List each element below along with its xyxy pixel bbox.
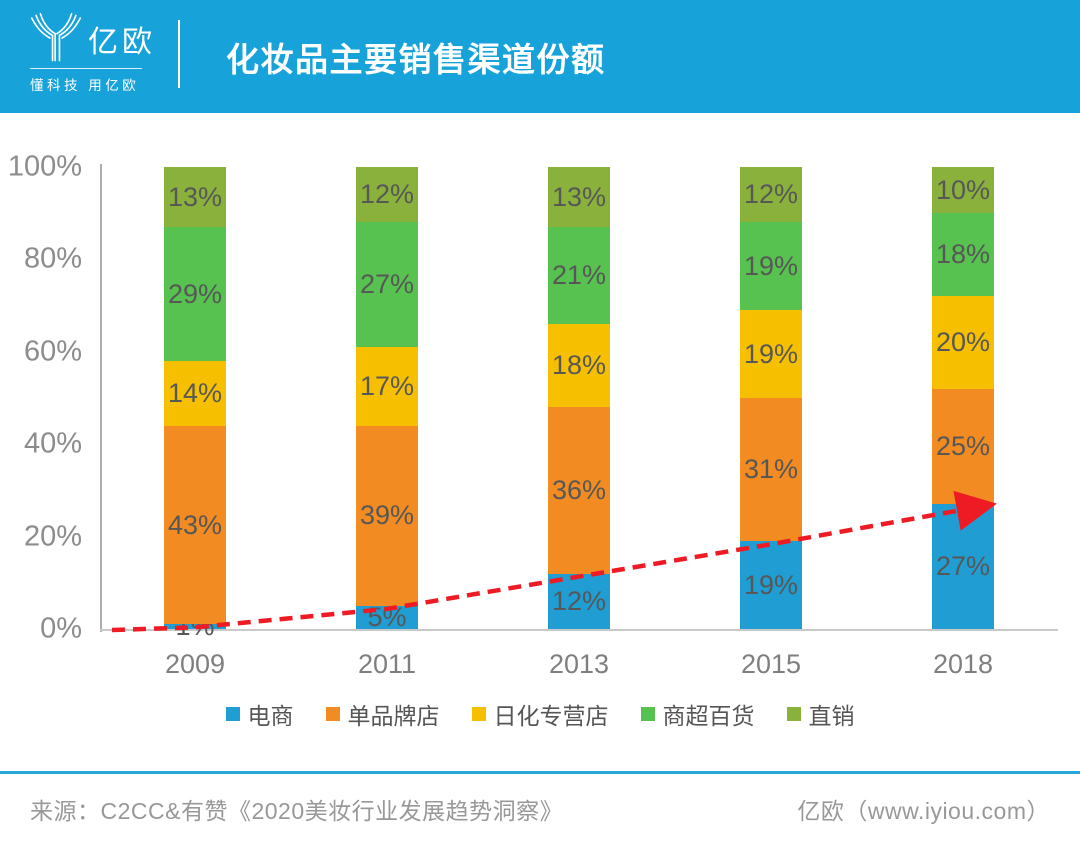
x-axis-tick-label: 2013 [548, 649, 610, 679]
bar-segment-直销: 12% [740, 167, 802, 223]
y-axis-tick-label: 20% [23, 520, 82, 553]
bar-segment-直销: 10% [932, 167, 994, 214]
legend-swatch [471, 707, 486, 721]
bar-value-label: 31% [743, 454, 799, 485]
y-axis-tick-label: 80% [23, 242, 82, 275]
legend-label: 直销 [808, 703, 855, 729]
bar-segment-单品牌店: 43% [164, 425, 226, 625]
bar-segment-电商: 12% [548, 573, 610, 629]
bar-value-label: 21% [551, 260, 607, 291]
bar-value-label: 10% [935, 174, 991, 205]
legend-item-日化专营店: 日化专营店 [471, 697, 609, 731]
x-axis-tick-label: 2015 [740, 649, 802, 679]
bar-value-label: 19% [743, 338, 799, 369]
bar-value-label: 29% [167, 278, 223, 309]
bar-segment-直销: 13% [548, 167, 610, 228]
bar-value-label: 43% [167, 509, 223, 540]
brand-logo: 亿欧 懂科技 用亿欧 [30, 12, 175, 102]
bar-value-label: 39% [359, 500, 415, 531]
brand-tagline: 懂科技 用亿欧 [30, 78, 140, 93]
legend-swatch [640, 707, 655, 721]
bar-value-label: 27% [359, 269, 415, 300]
bar-segment-日化专营店: 18% [548, 324, 610, 408]
bar-value-label: 19% [743, 569, 799, 600]
bar-segment-直销: 12% [356, 167, 418, 223]
stacked-bar-chart: 0% 20% 40% 60% 80% 100% 1% 43% 14% 29% 13% 2009 5% 39… [0, 113, 1080, 771]
bar-segment-电商: 1% [164, 613, 226, 640]
footer-divider-line [0, 771, 1080, 774]
bar-segment-电商: 19% [740, 541, 802, 629]
legend-item-电商: 电商 [225, 697, 294, 731]
y-axis-tick-label: 0% [40, 612, 82, 645]
bar-value-label: 27% [935, 551, 991, 582]
x-axis-tick-label: 2018 [932, 649, 994, 679]
x-axis-tick-label: 2011 [357, 649, 417, 679]
y-axis-line [100, 164, 102, 632]
bar-segment-单品牌店: 36% [548, 407, 610, 574]
y-axis-tick-label: 60% [23, 335, 82, 368]
bar-segment-直销: 13% [164, 167, 226, 228]
bar-value-label: 25% [935, 431, 991, 461]
legend-item-直销: 直销 [786, 697, 855, 731]
bar-segment-商超百货: 27% [356, 222, 418, 348]
bar-value-label: 12% [551, 585, 607, 616]
bar-segment-商超百货: 18% [932, 213, 994, 297]
bar-value-label: 13% [551, 181, 607, 212]
bar-value-label: 20% [935, 327, 991, 358]
logo-wordmark: 亿欧 [88, 26, 156, 59]
legend-label: 单品牌店 [347, 703, 440, 729]
bar-value-label: 13% [167, 181, 223, 212]
legend-label: 电商 [247, 703, 294, 729]
bar-segment-单品牌店: 39% [356, 425, 418, 606]
x-axis-line [100, 629, 1058, 631]
header-banner: 亿欧 懂科技 用亿欧 化妆品主要销售渠道份额 [0, 0, 1080, 113]
bar-value-label: 12% [743, 179, 799, 210]
bar-segment-商超百货: 21% [548, 227, 610, 325]
bar-value-label: 17% [359, 370, 415, 401]
credit-text: 亿欧（www.iyiou.com） [797, 797, 1050, 824]
bar-segment-日化专营店: 19% [740, 310, 802, 398]
x-axis-tick-label: 2009 [164, 649, 226, 679]
chart-legend: 电商 单品牌店 日化专营店 商超百货 直销 [0, 697, 1080, 731]
header-divider [178, 20, 180, 88]
bar-segment-单品牌店: 25% [932, 388, 994, 505]
legend-swatch [325, 707, 340, 721]
legend-item-商超百货: 商超百货 [640, 697, 755, 731]
bar-segment-日化专营店: 14% [164, 361, 226, 426]
bar-segment-电商: 5% [356, 601, 418, 632]
y-axis-tick-label: 40% [23, 427, 82, 460]
logo-underline [30, 68, 142, 69]
legend-label: 商超百货 [662, 703, 755, 729]
bar-segment-电商: 27% [932, 504, 994, 629]
bar-segment-商超百货: 19% [740, 222, 802, 311]
bar-segment-商超百货: 29% [164, 227, 226, 362]
legend-swatch [225, 707, 240, 721]
legend-swatch [786, 707, 801, 721]
iyiou-logo-icon [30, 12, 82, 62]
bar-value-label: 14% [167, 377, 223, 408]
legend-item-单品牌店: 单品牌店 [325, 697, 440, 731]
bar-value-label: 5% [367, 601, 407, 632]
bar-value-label: 36% [551, 474, 607, 505]
bar-value-label: 18% [935, 239, 991, 270]
y-axis-tick-label: 100% [7, 150, 82, 183]
bar-value-label: 18% [551, 350, 607, 381]
bar-segment-日化专营店: 20% [932, 296, 994, 389]
bar-segment-单品牌店: 31% [740, 398, 802, 542]
legend-label: 日化专营店 [493, 703, 609, 729]
page-title: 化妆品主要销售渠道份额 [226, 40, 606, 78]
bar-segment-日化专营店: 17% [356, 347, 418, 426]
source-text: 来源：C2CC&有赞《2020美妆行业发展趋势洞察》 [30, 797, 564, 824]
bar-value-label: 12% [359, 179, 415, 210]
bar-value-label: 19% [743, 250, 799, 281]
footer: 来源：C2CC&有赞《2020美妆行业发展趋势洞察》 亿欧（www.iyiou.… [0, 774, 1080, 843]
